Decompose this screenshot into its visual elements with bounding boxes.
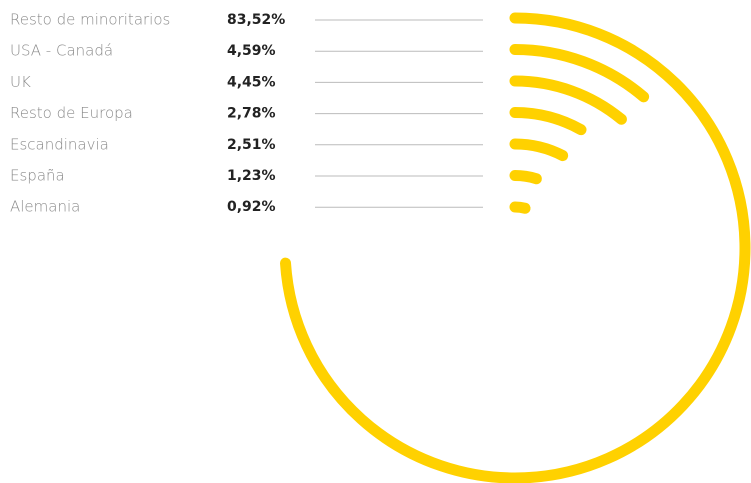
category-label: Escandinavia — [10, 135, 109, 153]
arc-bar — [509, 44, 650, 103]
value-label: 0,92% — [227, 199, 276, 215]
category-label: UK — [10, 73, 31, 91]
value-label: 1,23% — [227, 168, 276, 184]
category-label: USA - Canadá — [10, 42, 113, 60]
value-label: 2,78% — [227, 106, 276, 122]
arc-bar — [279, 12, 751, 483]
value-label: 4,45% — [227, 74, 276, 90]
value-label: 4,59% — [227, 43, 276, 59]
arc-bar — [509, 138, 569, 162]
arc-bar — [509, 107, 587, 136]
arc-bar — [509, 75, 627, 125]
category-label: España — [10, 167, 65, 185]
category-label: Alemania — [10, 198, 80, 216]
arc-bar — [509, 201, 531, 214]
arc-bar — [509, 170, 542, 185]
category-label: Resto de Europa — [10, 104, 133, 122]
value-label: 2,51% — [227, 137, 276, 153]
value-label: 83,52% — [227, 12, 285, 28]
category-label: Resto de minoritarios — [10, 11, 170, 29]
